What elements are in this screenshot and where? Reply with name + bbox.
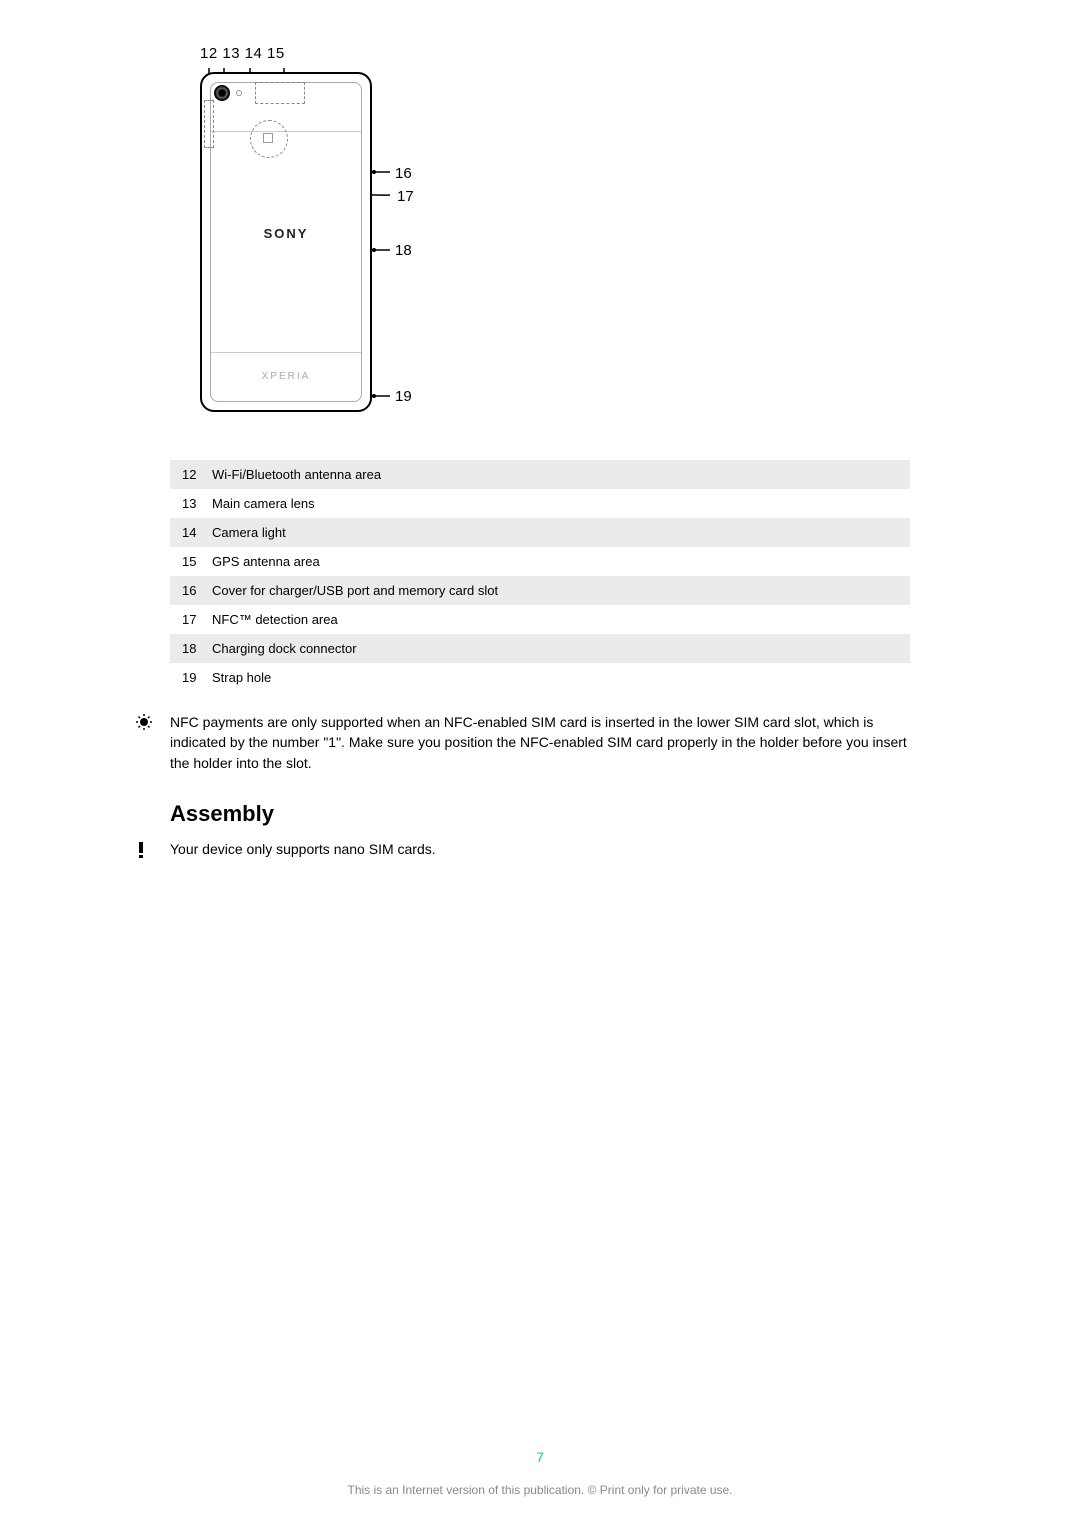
part-description: Charging dock connector	[212, 641, 898, 656]
wifi-antenna-outline	[204, 100, 214, 148]
part-number: 15	[182, 554, 212, 569]
part-description: Main camera lens	[212, 496, 898, 511]
warning-text: Your device only supports nano SIM cards…	[170, 841, 436, 864]
part-description: Wi-Fi/Bluetooth antenna area	[212, 467, 898, 482]
part-number: 17	[182, 612, 212, 627]
table-row: 14 Camera light	[170, 518, 910, 547]
parts-table: 12 Wi-Fi/Bluetooth antenna area 13 Main …	[170, 460, 910, 692]
phone-diagram-container: 12 13 14 15	[200, 50, 910, 430]
diagram-label-17: 17	[397, 188, 414, 205]
tip-text: NFC payments are only supported when an …	[170, 712, 910, 773]
diagram-label-19: 19	[395, 388, 412, 405]
phone-diagram: 12 13 14 15	[200, 50, 420, 430]
part-description: NFC™ detection area	[212, 612, 898, 627]
diagram-label-18: 18	[395, 242, 412, 259]
warning-note: Your device only supports nano SIM cards…	[134, 841, 910, 864]
part-number: 14	[182, 525, 212, 540]
table-row: 12 Wi-Fi/Bluetooth antenna area	[170, 460, 910, 489]
part-description: Camera light	[212, 525, 898, 540]
part-description: GPS antenna area	[212, 554, 898, 569]
phone-screen-area	[211, 131, 361, 353]
table-row: 13 Main camera lens	[170, 489, 910, 518]
page-number: 7	[0, 1449, 1080, 1465]
part-description: Cover for charger/USB port and memory ca…	[212, 583, 898, 598]
table-row: 19 Strap hole	[170, 663, 910, 692]
part-number: 19	[182, 670, 212, 685]
part-number: 18	[182, 641, 212, 656]
model-text: XPERIA	[202, 371, 370, 382]
part-number: 12	[182, 467, 212, 482]
gps-antenna-outline	[255, 82, 305, 104]
footer-copyright: This is an Internet version of this publ…	[0, 1483, 1080, 1497]
brand-logo-text: SONY	[202, 226, 370, 241]
part-description: Strap hole	[212, 670, 898, 685]
phone-body-outline: SONY XPERIA	[200, 72, 372, 412]
page-footer: 7 This is an Internet version of this pu…	[0, 1449, 1080, 1497]
part-number: 16	[182, 583, 212, 598]
table-row: 16 Cover for charger/USB port and memory…	[170, 576, 910, 605]
camera-lens-icon	[214, 85, 230, 101]
page-content: 12 13 14 15	[0, 0, 1080, 864]
table-row: 17 NFC™ detection area	[170, 605, 910, 634]
lightbulb-icon	[134, 712, 170, 773]
nfc-chip-icon	[263, 133, 273, 143]
tip-note: NFC payments are only supported when an …	[134, 712, 910, 773]
table-row: 15 GPS antenna area	[170, 547, 910, 576]
exclamation-icon	[134, 841, 170, 864]
table-row: 18 Charging dock connector	[170, 634, 910, 663]
section-heading: Assembly	[170, 801, 910, 827]
part-number: 13	[182, 496, 212, 511]
camera-light-icon	[236, 90, 242, 96]
diagram-label-16: 16	[395, 165, 412, 182]
